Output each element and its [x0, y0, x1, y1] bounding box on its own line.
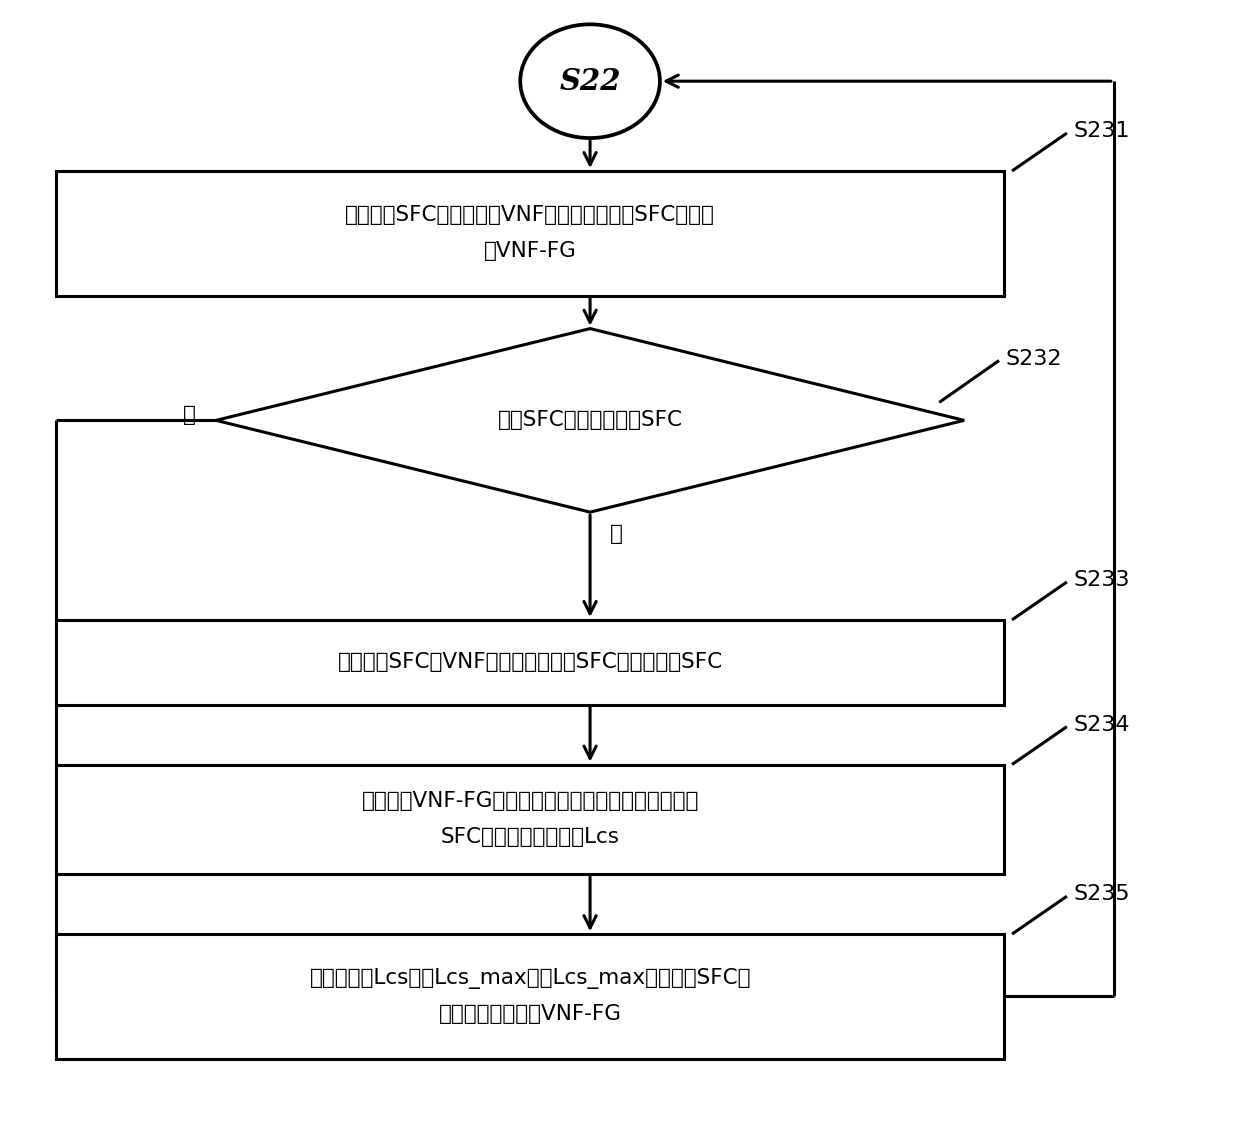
Text: 取出该组SFC中VNF节点最多的一条SFC作为待整合SFC: 取出该组SFC中VNF节点最多的一条SFC作为待整合SFC	[337, 652, 723, 672]
Polygon shape	[216, 328, 965, 512]
Text: 是: 是	[610, 524, 622, 544]
Text: SFC的最长公共子序列Lcs: SFC的最长公共子序列Lcs	[440, 827, 620, 848]
Text: S234: S234	[1074, 714, 1131, 735]
Bar	[56, 934, 1004, 1058]
Text: 该组SFC中还存在剩余SFC: 该组SFC中还存在剩余SFC	[497, 411, 682, 430]
Bar	[56, 171, 1004, 295]
Text: S233: S233	[1074, 571, 1131, 590]
Ellipse shape	[521, 24, 660, 138]
Text: S22: S22	[559, 67, 621, 96]
Text: 始VNF-FG: 始VNF-FG	[484, 241, 577, 261]
Bar	[56, 764, 1004, 874]
Text: S232: S232	[1006, 349, 1061, 369]
Text: S231: S231	[1074, 121, 1131, 142]
Text: S235: S235	[1074, 884, 1131, 904]
Text: 遍历当前VNF-FG的所有路径，并计算各路径与待整合: 遍历当前VNF-FG的所有路径，并计算各路径与待整合	[362, 791, 699, 812]
Text: 选取最长的Lcs记为Lcs_max，将Lcs_max与待整合SFC进: 选取最长的Lcs记为Lcs_max，将Lcs_max与待整合SFC进	[310, 968, 751, 989]
Bar	[56, 620, 1004, 704]
Text: 行整合，形成新的VNF-FG: 行整合，形成新的VNF-FG	[439, 1004, 621, 1024]
Text: 否: 否	[184, 405, 196, 426]
Text: 选取一组SFC，取出其中VNF节点最多的一条SFC作为初: 选取一组SFC，取出其中VNF节点最多的一条SFC作为初	[345, 205, 715, 225]
